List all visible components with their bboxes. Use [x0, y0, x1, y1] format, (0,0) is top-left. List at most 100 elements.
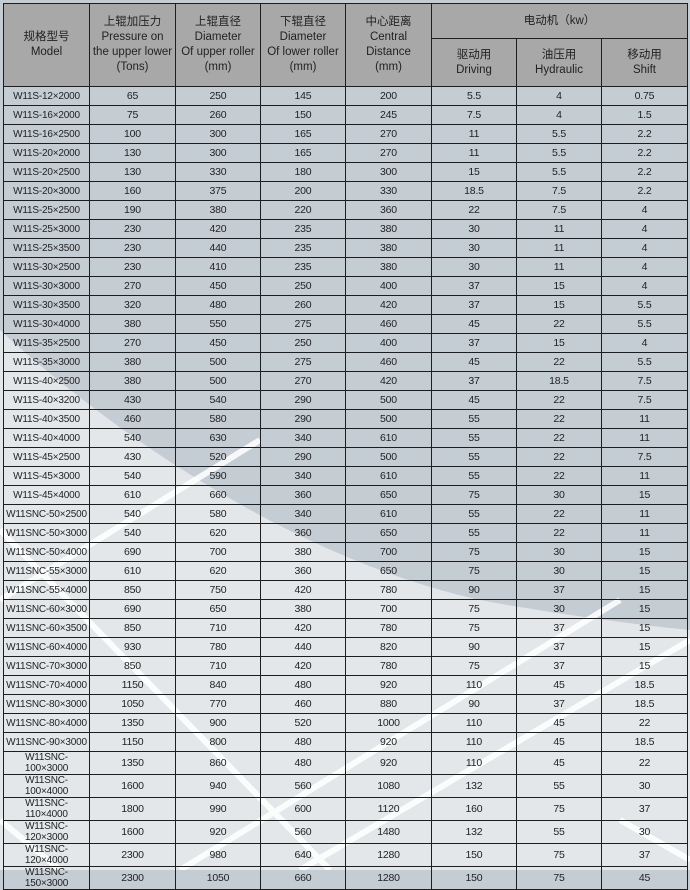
table-row: W11SNC-110×4000 1800 990 600 1120 160 75 37	[3, 797, 688, 821]
cell-shift-kw: 0.75	[601, 86, 688, 106]
cell-shift-kw: 22	[601, 713, 688, 733]
table-row: W11S-12×2000 65 250 145 200 5.5 4 0.75	[3, 86, 688, 106]
cell-lower-diameter: 480	[260, 751, 346, 775]
cell-model: W11SNC-70×4000	[3, 675, 90, 695]
cell-hydraulic-kw: 15	[516, 295, 602, 315]
cell-central-distance: 650	[345, 561, 432, 581]
cell-central-distance: 200	[345, 86, 432, 106]
table-row: W11S-30×3000 270 450 250 400 37 15 4	[3, 276, 688, 296]
cell-lower-diameter: 380	[260, 599, 346, 619]
table-row: W11S-35×2500 270 450 250 400 37 15 4	[3, 333, 688, 353]
cell-central-distance: 1480	[345, 820, 432, 844]
cell-shift-kw: 4	[601, 219, 688, 239]
cell-shift-kw: 7.5	[601, 447, 688, 467]
cell-model: W11SNC-120×4000	[3, 843, 90, 867]
cell-lower-diameter: 340	[260, 504, 346, 524]
cell-lower-diameter: 290	[260, 390, 346, 410]
cell-upper-diameter: 580	[175, 504, 261, 524]
cell-driving-kw: 45	[431, 390, 517, 410]
cell-shift-kw: 37	[601, 843, 688, 867]
cell-shift-kw: 11	[601, 409, 688, 429]
cell-pressure: 850	[89, 618, 176, 638]
cell-central-distance: 700	[345, 599, 432, 619]
table-row: W11SNC-100×4000 1600 940 560 1080 132 55 30	[3, 774, 688, 798]
cell-pressure: 610	[89, 485, 176, 505]
header-central-distance: 中心距离 Central Distance (mm)	[345, 3, 432, 87]
cell-shift-kw: 30	[601, 820, 688, 844]
cell-driving-kw: 15	[431, 162, 517, 182]
cell-pressure: 430	[89, 390, 176, 410]
cell-lower-diameter: 340	[260, 466, 346, 486]
table-row: W11SNC-60×3000 690 650 380 700 75 30 15	[3, 599, 688, 619]
cell-upper-diameter: 700	[175, 542, 261, 562]
cell-central-distance: 500	[345, 447, 432, 467]
cell-model: W11SNC-80×4000	[3, 713, 90, 733]
cell-shift-kw: 15	[601, 542, 688, 562]
cell-upper-diameter: 900	[175, 713, 261, 733]
cell-driving-kw: 75	[431, 618, 517, 638]
cell-upper-diameter: 770	[175, 694, 261, 714]
cell-upper-diameter: 990	[175, 797, 261, 821]
cell-lower-diameter: 380	[260, 542, 346, 562]
cell-pressure: 1600	[89, 820, 176, 844]
cell-central-distance: 360	[345, 200, 432, 220]
cell-shift-kw: 2.2	[601, 124, 688, 144]
table-row: W11SNC-90×3000 1150 800 480 920 110 45 18.5	[3, 732, 688, 752]
cell-driving-kw: 110	[431, 713, 517, 733]
cell-upper-diameter: 940	[175, 774, 261, 798]
cell-lower-diameter: 290	[260, 409, 346, 429]
cell-model: W11SNC-50×4000	[3, 542, 90, 562]
cell-model: W11SNC-120×3000	[3, 820, 90, 844]
cell-shift-kw: 11	[601, 504, 688, 524]
cell-pressure: 100	[89, 124, 176, 144]
cell-driving-kw: 18.5	[431, 181, 517, 201]
cell-driving-kw: 5.5	[431, 86, 517, 106]
cell-lower-diameter: 360	[260, 485, 346, 505]
table-row: W11SNC-60×4000 930 780 440 820 90 37 15	[3, 637, 688, 657]
cell-lower-diameter: 145	[260, 86, 346, 106]
table-row: W11S-25×2500 190 380 220 360 22 7.5 4	[3, 200, 688, 220]
cell-central-distance: 245	[345, 105, 432, 125]
cell-driving-kw: 55	[431, 523, 517, 543]
cell-pressure: 690	[89, 542, 176, 562]
table-row: W11SNC-60×3500 850 710 420 780 75 37 15	[3, 618, 688, 638]
cell-hydraulic-kw: 55	[516, 820, 602, 844]
table-row: W11S-25×3500 230 440 235 380 30 11 4	[3, 238, 688, 258]
cell-shift-kw: 4	[601, 238, 688, 258]
cell-lower-diameter: 250	[260, 276, 346, 296]
cell-pressure: 1050	[89, 694, 176, 714]
cell-model: W11SNC-100×4000	[3, 774, 90, 798]
cell-central-distance: 380	[345, 219, 432, 239]
cell-hydraulic-kw: 37	[516, 580, 602, 600]
table-row: W11SNC-55×3000 610 620 360 650 75 30 15	[3, 561, 688, 581]
cell-model: W11S-16×2500	[3, 124, 90, 144]
cell-hydraulic-kw: 22	[516, 390, 602, 410]
cell-central-distance: 420	[345, 295, 432, 315]
cell-lower-diameter: 600	[260, 797, 346, 821]
cell-upper-diameter: 750	[175, 580, 261, 600]
cell-upper-diameter: 710	[175, 656, 261, 676]
cell-hydraulic-kw: 11	[516, 238, 602, 258]
cell-hydraulic-kw: 37	[516, 694, 602, 714]
cell-central-distance: 400	[345, 276, 432, 296]
cell-central-distance: 780	[345, 580, 432, 600]
cell-lower-diameter: 640	[260, 843, 346, 867]
cell-driving-kw: 132	[431, 820, 517, 844]
cell-model: W11SNC-60×3000	[3, 599, 90, 619]
table-row: W11S-20×2000 130 300 165 270 11 5.5 2.2	[3, 143, 688, 163]
cell-driving-kw: 75	[431, 656, 517, 676]
cell-upper-diameter: 860	[175, 751, 261, 775]
cell-upper-diameter: 620	[175, 561, 261, 581]
cell-upper-diameter: 330	[175, 162, 261, 182]
cell-driving-kw: 11	[431, 143, 517, 163]
cell-hydraulic-kw: 4	[516, 86, 602, 106]
table-row: W11SNC-120×3000 1600 920 560 1480 132 55 30	[3, 820, 688, 844]
cell-driving-kw: 110	[431, 751, 517, 775]
cell-central-distance: 610	[345, 504, 432, 524]
table-body: W11S-12×2000 65 250 145 200 5.5 4 0.75 W11S-16×2…	[3, 86, 688, 890]
cell-pressure: 320	[89, 295, 176, 315]
cell-hydraulic-kw: 22	[516, 447, 602, 467]
cell-upper-diameter: 410	[175, 257, 261, 277]
table-row: W11S-35×3000 380 500 275 460 45 22 5.5	[3, 352, 688, 372]
cell-shift-kw: 7.5	[601, 390, 688, 410]
